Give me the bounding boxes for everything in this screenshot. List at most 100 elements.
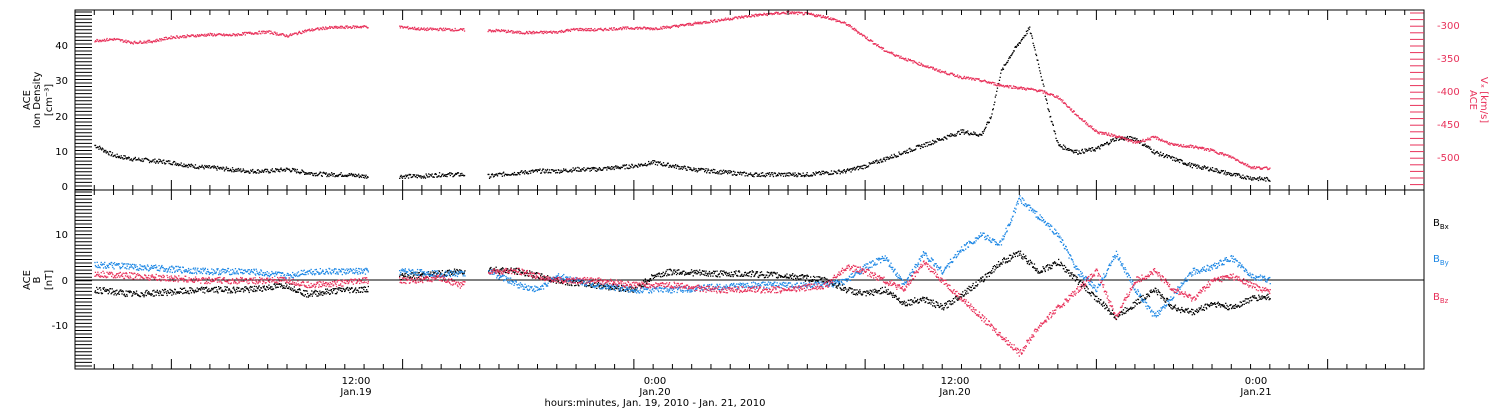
density-point (1243, 176, 1245, 179)
density-point (1258, 177, 1260, 179)
density-point (550, 169, 553, 171)
bx-point (547, 275, 549, 277)
vx-point (107, 40, 109, 42)
vx-point (662, 26, 664, 28)
density-point (611, 168, 613, 170)
vx-point (983, 79, 986, 81)
bx-point (865, 295, 867, 297)
density-point (747, 175, 749, 177)
density-point (280, 167, 282, 169)
bx-point (100, 292, 102, 294)
bx-point (1071, 272, 1073, 274)
vx-point (430, 27, 432, 29)
density-point (463, 175, 465, 177)
vx-point (608, 29, 610, 31)
vx-point (652, 29, 654, 31)
vx-point (1093, 128, 1095, 130)
density-point (1075, 151, 1077, 153)
bx-point (499, 272, 501, 274)
vx-point (271, 32, 273, 34)
bx-point (131, 294, 134, 296)
vx-point (635, 27, 637, 29)
vx-point (1024, 87, 1026, 90)
bx-point (187, 290, 189, 292)
vx-point (786, 11, 788, 13)
density-point (1142, 143, 1144, 146)
vx-point (561, 30, 563, 32)
vx-point (1070, 109, 1072, 111)
bx-point (905, 301, 907, 303)
vx-point (1149, 139, 1152, 141)
bx-point (1012, 252, 1015, 254)
vx-point (283, 34, 286, 36)
bx-point (303, 289, 305, 292)
vx-point (412, 26, 414, 29)
bx-point (229, 289, 231, 291)
bx-point (613, 288, 615, 291)
density-point (223, 170, 226, 172)
vx-point (753, 14, 755, 16)
bx-point (564, 284, 567, 286)
bx-point (873, 294, 875, 296)
density-point (851, 169, 853, 171)
bx-point (330, 289, 332, 292)
density-point (513, 174, 515, 176)
bx-point (775, 276, 778, 279)
density-point (724, 170, 727, 172)
vx-point (513, 32, 515, 34)
vx-point (313, 29, 315, 31)
bx-point (150, 294, 152, 297)
density-point (722, 172, 724, 174)
density-point (1077, 153, 1079, 155)
vx-point (273, 31, 275, 33)
vx-point (1003, 86, 1005, 88)
bx-point (335, 293, 338, 295)
density-point (660, 163, 663, 165)
density-point (1151, 151, 1154, 153)
vx-point (1258, 166, 1260, 168)
vx-point (996, 85, 998, 87)
bx-point (321, 291, 323, 293)
bx-point (748, 275, 750, 277)
density-point (988, 121, 990, 123)
density-point (463, 174, 466, 177)
bx-point (96, 291, 98, 294)
density-point (595, 167, 597, 169)
density-point (144, 158, 146, 160)
bx-point (683, 270, 685, 272)
density-point (1059, 144, 1061, 146)
density-point (489, 176, 491, 178)
bx-point (893, 296, 896, 298)
vx-point (503, 29, 505, 31)
vx-point (317, 27, 319, 29)
vx-point (259, 32, 261, 35)
vx-point (1094, 130, 1096, 132)
vx-point (1220, 152, 1222, 154)
density-point (101, 149, 103, 151)
bx-point (260, 287, 263, 289)
bx-point (705, 270, 707, 272)
density-point (674, 165, 676, 167)
bx-point (283, 285, 285, 287)
density-point (652, 162, 655, 164)
bx-point (434, 272, 436, 274)
density-point (449, 172, 451, 174)
bx-point (116, 289, 118, 291)
bx-point (579, 280, 581, 283)
vx-point (1077, 115, 1079, 117)
bx-point (704, 272, 707, 274)
vx-point (1230, 157, 1233, 159)
density-point (853, 168, 855, 170)
vx-point (761, 14, 763, 16)
vx-point (947, 73, 949, 75)
density-point (923, 143, 926, 145)
bx-point (363, 288, 365, 291)
density-point (527, 173, 529, 175)
density-point (766, 174, 768, 177)
density-point (556, 171, 558, 174)
density-point (1197, 166, 1200, 168)
top-left-ylabel-line2: Ion Density (32, 72, 43, 129)
density-point (211, 166, 213, 168)
density-point (803, 174, 805, 177)
